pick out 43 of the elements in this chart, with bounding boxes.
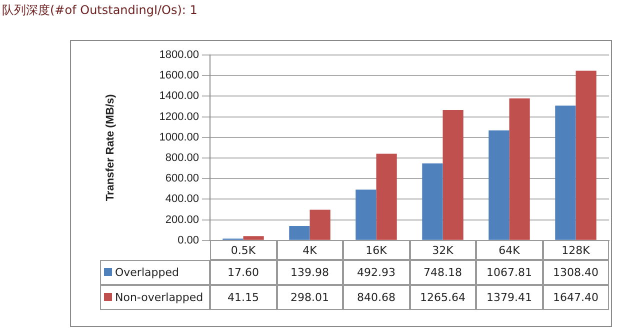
bar bbox=[376, 154, 397, 240]
data-label: 1647.40 bbox=[542, 285, 609, 310]
data-label: 1379.41 bbox=[476, 285, 542, 310]
y-tick-label: 1400.00 bbox=[159, 90, 199, 102]
bar bbox=[310, 210, 330, 240]
y-tick-label: 1600.00 bbox=[159, 70, 199, 82]
data-label: 1265.64 bbox=[410, 285, 476, 310]
y-tick-label: 1200.00 bbox=[159, 110, 199, 123]
legend-label: Overlapped bbox=[114, 266, 179, 280]
data-label: 492.93 bbox=[343, 260, 410, 286]
bar bbox=[356, 190, 376, 240]
data-label: 298.01 bbox=[276, 285, 343, 310]
y-tick-label: 400.00 bbox=[165, 193, 199, 206]
data-label: 41.15 bbox=[210, 285, 276, 310]
x-tick-label: 4K bbox=[276, 240, 343, 260]
x-tick-label: 64K bbox=[476, 240, 542, 260]
bar bbox=[289, 226, 310, 240]
y-tick-label: 200.00 bbox=[165, 214, 199, 226]
bar bbox=[555, 106, 576, 240]
y-axis-title: Transfer Rate (MB/s) bbox=[104, 94, 117, 202]
data-label: 748.18 bbox=[410, 260, 476, 286]
data-label: 1067.81 bbox=[476, 260, 542, 286]
data-label: 840.68 bbox=[343, 285, 410, 310]
y-tick-label: 600.00 bbox=[165, 172, 199, 185]
bar bbox=[442, 110, 464, 240]
data-label: 139.98 bbox=[276, 260, 343, 286]
bar bbox=[488, 130, 510, 240]
x-tick-label: 0.5K bbox=[210, 240, 276, 260]
x-tick-label: 128K bbox=[542, 240, 609, 260]
bar bbox=[509, 98, 530, 240]
bar bbox=[422, 163, 443, 240]
data-label: 17.60 bbox=[210, 260, 276, 286]
data-label: 1308.40 bbox=[542, 260, 609, 286]
y-tick-label: 800.00 bbox=[165, 152, 199, 164]
x-tick-label: 16K bbox=[343, 240, 410, 260]
bar bbox=[576, 70, 596, 240]
bar bbox=[243, 236, 264, 240]
text: 队列深度(#of OutstandingI/Os): 1 bbox=[2, 2, 198, 19]
y-tick-label: 0.00 bbox=[178, 234, 199, 246]
legend-label: Non-overlapped bbox=[114, 291, 204, 304]
x-tick-label: 32K bbox=[410, 240, 476, 260]
y-tick-label: 1000.00 bbox=[159, 131, 199, 144]
y-tick-label: 1800.00 bbox=[159, 49, 199, 62]
